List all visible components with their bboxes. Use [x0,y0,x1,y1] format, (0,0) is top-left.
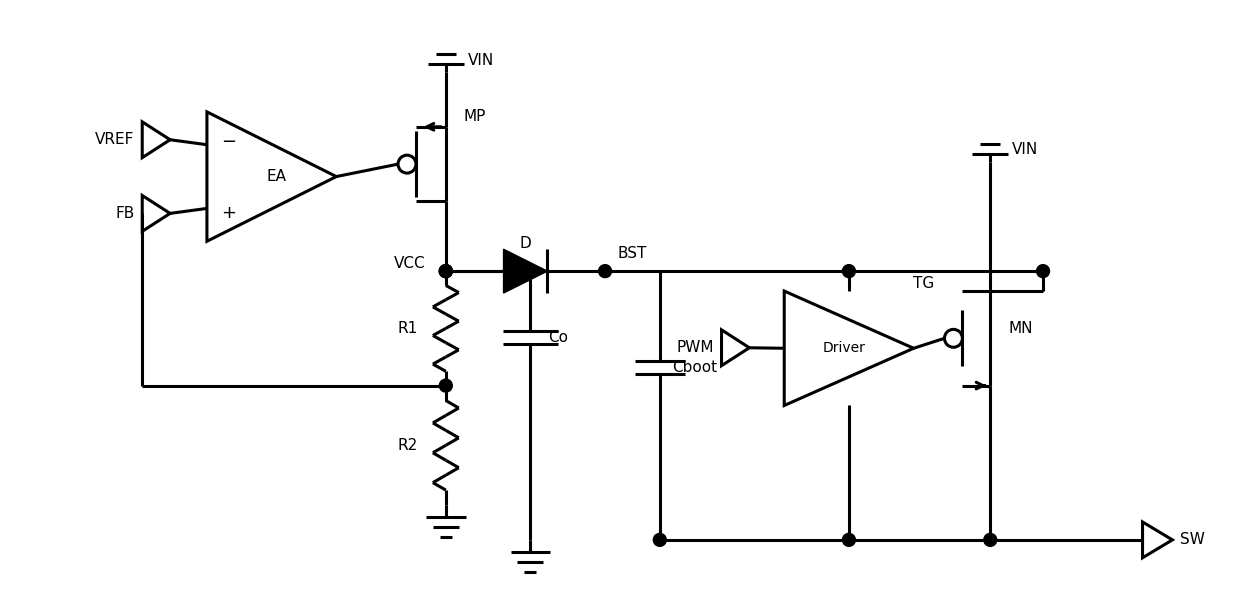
Text: BST: BST [617,246,647,260]
Circle shape [440,265,452,278]
Circle shape [984,533,996,547]
Text: PWM: PWM [676,340,714,355]
Text: VIN: VIN [467,52,494,67]
Circle shape [440,379,452,392]
Text: MN: MN [1009,321,1032,336]
Text: R1: R1 [398,321,418,336]
Circle shape [598,265,612,278]
Text: Driver: Driver [823,342,865,355]
Circle shape [653,533,667,547]
Text: FB: FB [115,206,134,221]
Circle shape [440,265,452,278]
Polygon shape [503,249,548,293]
Circle shape [1037,265,1049,278]
Text: VREF: VREF [95,132,134,147]
Text: R2: R2 [398,438,418,453]
Circle shape [944,330,963,347]
Text: Cboot: Cboot [672,359,717,375]
Text: TG: TG [913,275,934,291]
Text: EA: EA [266,169,286,184]
Text: $+$: $+$ [222,204,237,222]
Text: D: D [519,236,532,251]
Circle shape [843,533,855,547]
Circle shape [843,265,855,278]
Text: SW: SW [1181,532,1206,547]
Text: Co: Co [549,330,569,345]
Circle shape [440,265,452,278]
Circle shape [398,155,416,173]
Text: MP: MP [463,109,486,125]
Text: $-$: $-$ [222,131,237,149]
Text: VIN: VIN [1012,142,1038,157]
Text: VCC: VCC [394,256,426,271]
